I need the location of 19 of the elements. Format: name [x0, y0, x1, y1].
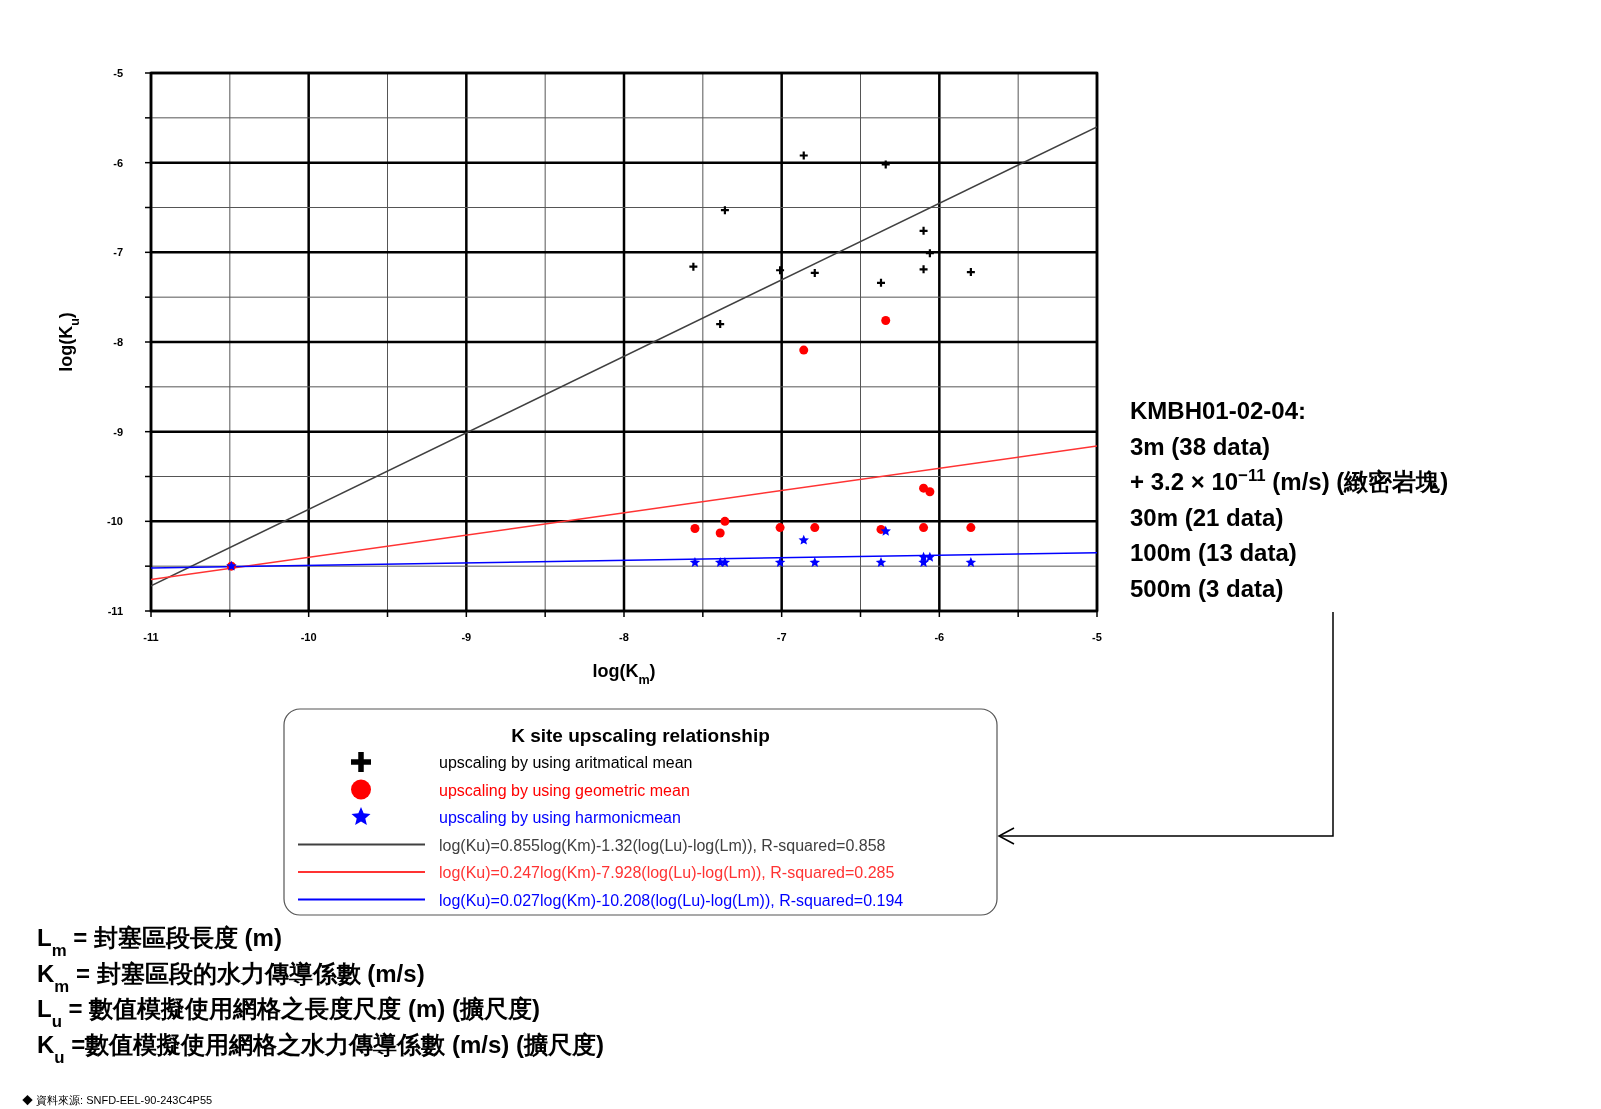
y-tick-label: -6	[113, 156, 123, 169]
x-tick-label: -8	[619, 631, 629, 643]
text: L$_{m}$ = 封塞區段長度 (m) K$_{m}$ = 封塞區段的水力傳導係數 (m/s) L$_{u}$ = 數值模擬使用網格之長度尺度 (m) (擴尺度) K$_{u}$ =數值模擬使用網格之水力傳導係數 (m/s) (擴尺度)	[37, 924, 604, 1066]
text: ◆ 資料來源: SNFD-EEL-90-243C4P55	[22, 1094, 213, 1106]
y-tick-label: -8	[113, 336, 123, 348]
text: KMBH01-02-04: 3m (38 data) + 3.2 × 10$^{−11}$ (m/s) (緻密岩塊) 30m (21 data) 100m (13 data) 500m (3 data)	[1130, 397, 1449, 602]
x-tick-label: -9	[461, 631, 472, 643]
y-tick-label: -10	[107, 515, 123, 528]
x-tick-label: -11	[143, 631, 159, 643]
x-tick-label: -6	[934, 631, 945, 643]
x-tick-label: -10	[300, 631, 317, 643]
legend-title: K site upscaling relationship	[511, 725, 770, 746]
y-tick-label: -7	[113, 246, 123, 259]
x-tick-label: -7	[776, 631, 787, 643]
x-axis-title: log(K$_{m}$)	[592, 661, 656, 687]
y-tick-label: -11	[107, 605, 123, 617]
y-tick-label: -5	[113, 67, 123, 79]
y-tick-label: -9	[113, 425, 123, 438]
x-tick-label: -5	[1092, 631, 1102, 643]
